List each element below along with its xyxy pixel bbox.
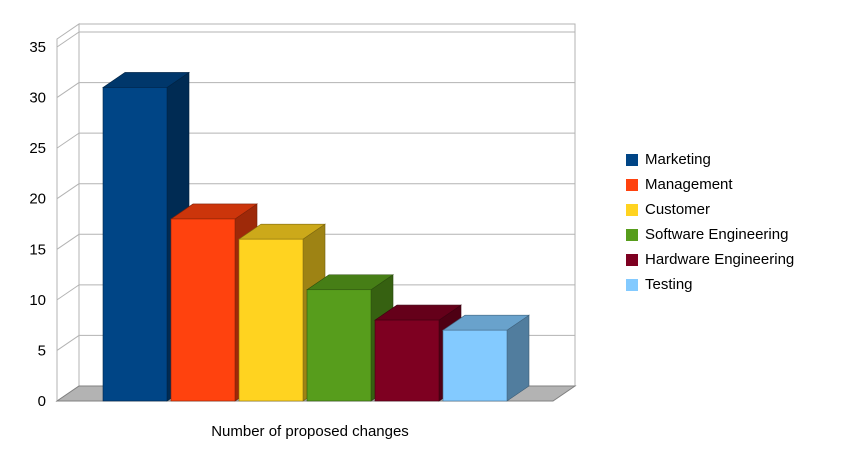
legend-label: Hardware Engineering bbox=[645, 251, 795, 268]
bar-front-face bbox=[442, 329, 508, 402]
legend-item: Management bbox=[626, 176, 794, 194]
bar-front-face bbox=[238, 238, 304, 402]
gridline-tick bbox=[56, 132, 80, 149]
legend-swatch bbox=[626, 204, 638, 216]
legend-swatch bbox=[626, 179, 638, 191]
bar-front-face bbox=[102, 87, 168, 402]
x-axis-title: Number of proposed changes bbox=[211, 423, 409, 440]
legend: Marketing Management Customer Software Engi… bbox=[626, 151, 794, 294]
left-wall bbox=[56, 23, 80, 402]
legend-label: Software Engineering bbox=[645, 226, 789, 243]
gridline-tick bbox=[56, 233, 80, 250]
legend-label: Customer bbox=[645, 201, 711, 218]
legend-item: Testing bbox=[626, 276, 794, 294]
bar-front-face bbox=[170, 218, 236, 402]
gridline-tick bbox=[56, 183, 80, 200]
y-axis-tick-label: 5 bbox=[38, 342, 46, 359]
legend-item: Software Engineering bbox=[626, 226, 794, 244]
y-axis-tick-label: 10 bbox=[29, 292, 46, 309]
y-axis-tick-label: 25 bbox=[29, 140, 46, 157]
gridline-tick bbox=[56, 31, 80, 48]
legend-swatch bbox=[626, 154, 638, 166]
bar-front-face bbox=[306, 289, 372, 402]
legend-item: Hardware Engineering bbox=[626, 251, 794, 269]
legend-label: Management bbox=[645, 176, 733, 193]
y-axis-tick-label: 15 bbox=[29, 241, 46, 258]
legend-swatch bbox=[626, 279, 638, 291]
legend-item: Customer bbox=[626, 201, 794, 219]
gridline-tick bbox=[56, 82, 80, 98]
y-axis-tick-label: 20 bbox=[29, 191, 46, 208]
legend-swatch bbox=[626, 229, 638, 241]
bar-front-face bbox=[374, 319, 440, 402]
gridline-tick bbox=[56, 284, 80, 301]
y-axis-tick-label: 35 bbox=[29, 39, 46, 56]
legend-label: Testing bbox=[645, 276, 693, 293]
legend-label: Marketing bbox=[645, 151, 711, 168]
legend-item: Marketing bbox=[626, 151, 794, 169]
gridline-tick bbox=[56, 335, 80, 351]
legend-swatch bbox=[626, 254, 638, 266]
y-axis-tick-label: 30 bbox=[29, 90, 46, 107]
y-axis-tick-label: 0 bbox=[38, 393, 46, 410]
